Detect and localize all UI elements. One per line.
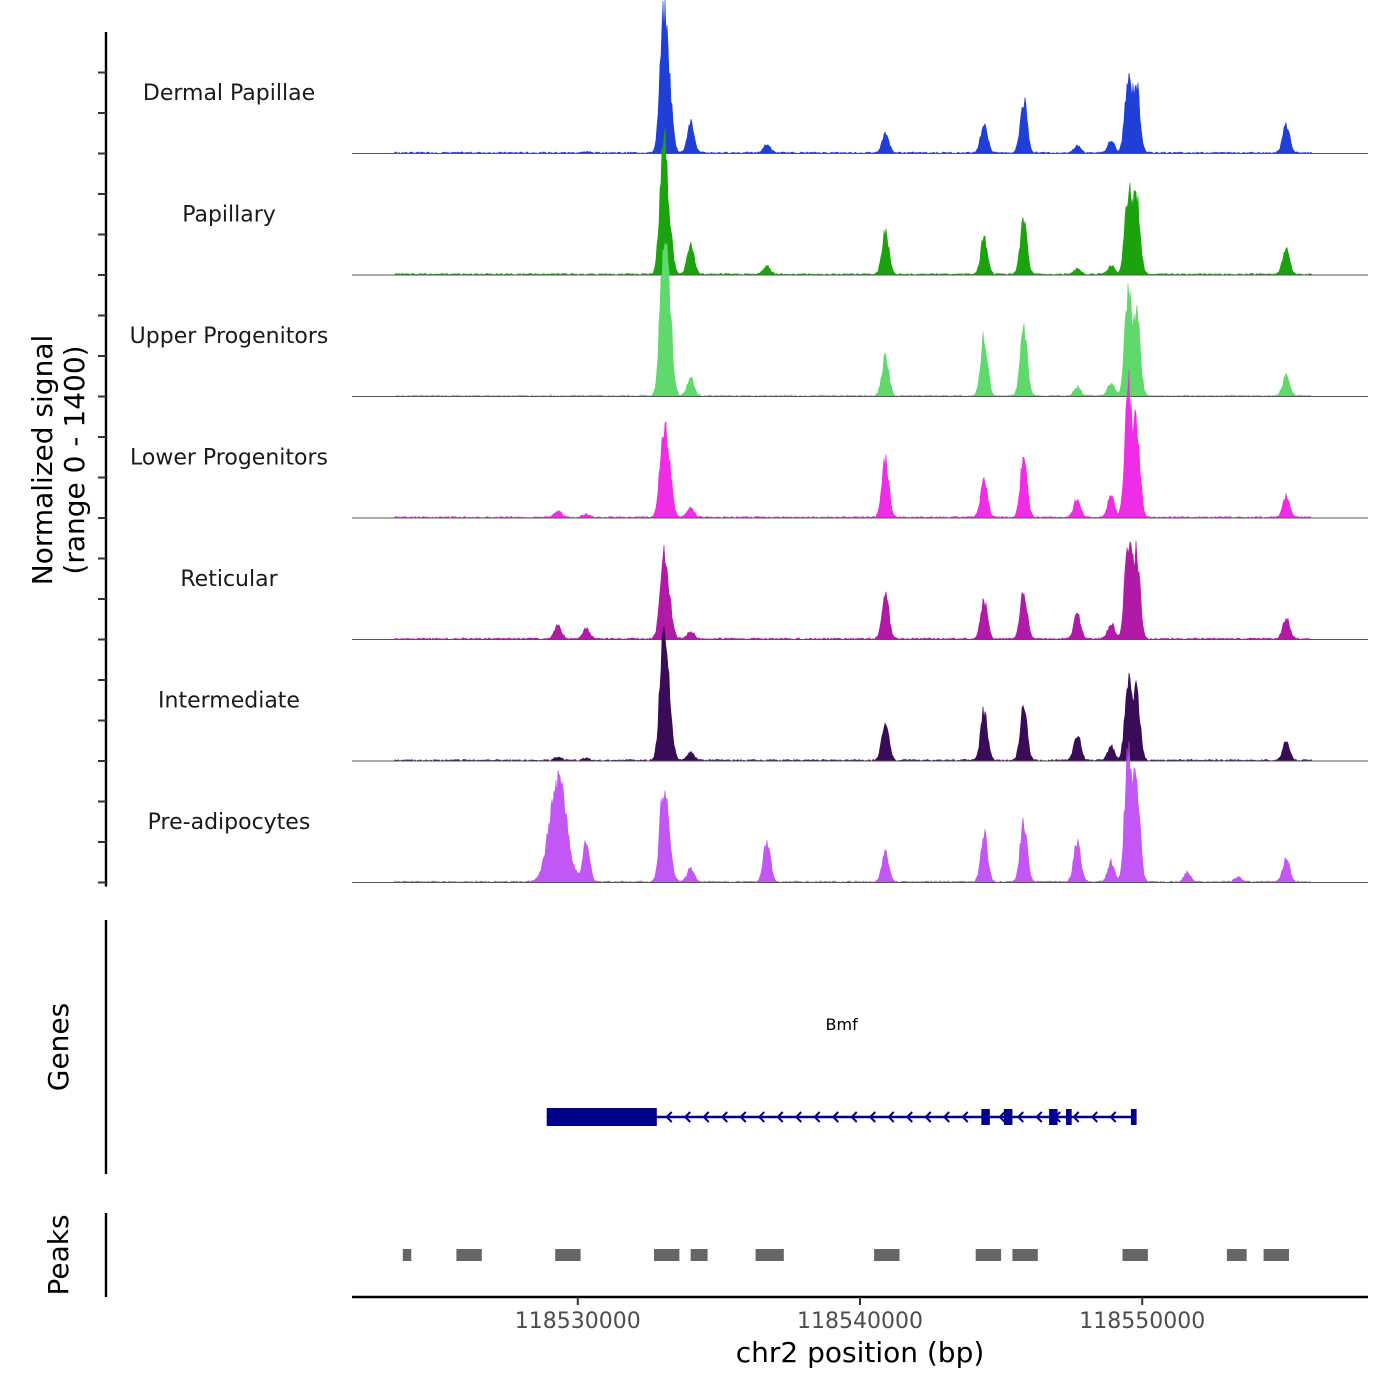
x-tick-label: 118540000	[797, 1309, 923, 1334]
gene-exon	[546, 1108, 657, 1126]
signal-area	[352, 540, 1368, 641]
strand-arrow	[794, 1111, 802, 1123]
track-papillary: Papillary	[182, 128, 1368, 276]
peak-region	[555, 1249, 581, 1261]
y-axis-title-line2: (range 0 - 1400)	[58, 345, 91, 574]
peak-region	[653, 1249, 680, 1261]
peak-region	[1263, 1249, 1289, 1261]
peak-region	[1226, 1249, 1247, 1261]
x-tick-label: 118550000	[1079, 1309, 1205, 1334]
track-label: Upper Progenitors	[130, 324, 329, 349]
strand-arrow	[905, 1111, 913, 1123]
strand-arrow	[998, 1111, 1006, 1123]
strand-arrow	[1090, 1111, 1098, 1123]
track-upper-progenitors: Upper Progenitors	[130, 242, 1368, 397]
gene-label: Bmf	[826, 1015, 859, 1034]
strand-arrow	[1072, 1111, 1080, 1123]
gene-exon	[1066, 1109, 1072, 1125]
peak-region	[402, 1249, 412, 1261]
peak-region	[1012, 1249, 1038, 1261]
gene-exon	[1003, 1109, 1013, 1125]
peak-region	[755, 1249, 784, 1261]
peaks-panel-title: Peaks	[42, 1214, 75, 1295]
gene-exon	[1130, 1109, 1137, 1125]
x-tick-label: 118530000	[515, 1309, 641, 1334]
signal-tracks: Dermal Papillae Papillary Upper Progenitor…	[130, 0, 1368, 883]
track-dermal-papillae: Dermal Papillae	[143, 0, 1368, 155]
peak-region	[456, 1249, 482, 1261]
strand-arrow	[924, 1111, 932, 1123]
track-label: Papillary	[182, 203, 276, 228]
peak-regions-track	[402, 1249, 1289, 1261]
gene-bmf: Bmf	[546, 1015, 1137, 1126]
strand-arrow	[757, 1111, 765, 1123]
track-lower-progenitors: Lower Progenitors	[130, 369, 1368, 519]
strand-arrow	[831, 1111, 839, 1123]
peak-region	[874, 1249, 900, 1261]
track-label: Lower Progenitors	[130, 446, 328, 471]
signal-area	[352, 369, 1368, 519]
track-intermediate: Intermediate	[158, 626, 1368, 762]
strand-arrow	[1109, 1111, 1117, 1123]
strand-arrow	[702, 1111, 710, 1123]
strand-arrow	[739, 1111, 747, 1123]
strand-arrow	[1016, 1111, 1024, 1123]
y-axis-title-line1: Normalized signal	[26, 335, 59, 586]
signal-y-ticks	[98, 71, 106, 884]
signal-area	[352, 128, 1368, 276]
signal-area	[352, 626, 1368, 762]
genes-panel-title: Genes	[42, 1003, 75, 1091]
track-pre-adipocytes: Pre-adipocytes	[148, 741, 1368, 883]
strand-arrow	[813, 1111, 821, 1123]
gene-exon	[1049, 1109, 1058, 1125]
track-reticular: Reticular	[180, 540, 1368, 641]
strand-arrow	[887, 1111, 895, 1123]
strand-arrow	[683, 1111, 691, 1123]
gene-annotation-track: Bmf	[546, 1015, 1137, 1126]
strand-arrow	[665, 1111, 673, 1123]
signal-area	[352, 242, 1368, 397]
gene-exon	[981, 1109, 990, 1125]
signal-area	[352, 0, 1368, 155]
strand-arrow	[868, 1111, 876, 1123]
track-label: Reticular	[180, 567, 278, 592]
strand-arrow	[942, 1111, 950, 1123]
track-label: Dermal Papillae	[143, 81, 315, 106]
strand-arrow	[776, 1111, 784, 1123]
x-axis: 118530000 118540000 118550000	[352, 1295, 1368, 1334]
track-label: Intermediate	[158, 689, 300, 714]
peak-region	[1122, 1249, 1148, 1261]
signal-area	[352, 741, 1368, 883]
strand-arrow	[720, 1111, 728, 1123]
peak-region	[975, 1249, 1002, 1261]
track-label: Pre-adipocytes	[148, 810, 311, 835]
peak-region	[690, 1249, 708, 1261]
strand-arrow	[961, 1111, 969, 1123]
strand-arrow	[850, 1111, 858, 1123]
strand-arrow	[1035, 1111, 1043, 1123]
x-axis-title: chr2 position (bp)	[736, 1336, 985, 1369]
